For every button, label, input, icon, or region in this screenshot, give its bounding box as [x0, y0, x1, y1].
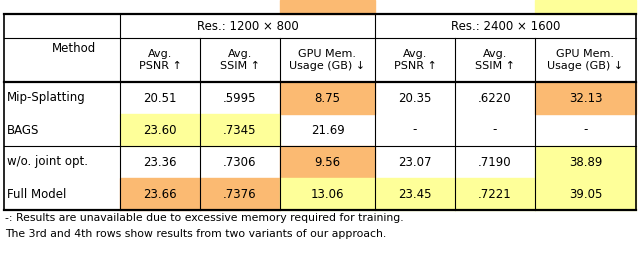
Text: .7376: .7376 [223, 188, 257, 200]
Text: w/o. joint opt.: w/o. joint opt. [7, 155, 88, 169]
Text: Mip-Splatting: Mip-Splatting [7, 91, 86, 105]
Text: Avg.
SSIM ↑: Avg. SSIM ↑ [220, 49, 260, 71]
Text: GPU Mem.
Usage (GB) ↓: GPU Mem. Usage (GB) ↓ [289, 49, 365, 71]
Bar [455, 178, 535, 210]
Bar [280, 178, 375, 210]
Text: The 3rd and 4th rows show results from two variants of our approach.: The 3rd and 4th rows show results from t… [5, 229, 387, 239]
Bar [535, 146, 636, 178]
Text: .7306: .7306 [223, 155, 257, 169]
Text: Avg.
SSIM ↑: Avg. SSIM ↑ [475, 49, 515, 71]
Text: 39.05: 39.05 [569, 188, 602, 200]
Text: 8.75: 8.75 [314, 91, 340, 105]
Bar [535, 0, 636, 14]
Bar [200, 178, 280, 210]
Bar [200, 114, 280, 146]
Text: 32.13: 32.13 [569, 91, 602, 105]
Text: 23.36: 23.36 [143, 155, 177, 169]
Text: 20.35: 20.35 [398, 91, 432, 105]
Text: Full Model: Full Model [7, 188, 67, 200]
Bar [375, 178, 455, 210]
Text: 21.69: 21.69 [310, 124, 344, 136]
Bar [280, 82, 375, 114]
Text: -: - [583, 124, 588, 136]
Text: Method: Method [52, 41, 96, 54]
Bar [535, 178, 636, 210]
Bar [535, 82, 636, 114]
Text: -: Results are unavailable due to excessive memory required for training.: -: Results are unavailable due to excess… [5, 213, 404, 223]
Text: .5995: .5995 [223, 91, 257, 105]
Bar [280, 0, 375, 14]
Text: Avg.
PSNR ↑: Avg. PSNR ↑ [139, 49, 181, 71]
Text: 23.07: 23.07 [398, 155, 432, 169]
Bar [120, 178, 200, 210]
Text: .7190: .7190 [478, 155, 512, 169]
Text: .7345: .7345 [223, 124, 257, 136]
Text: 23.45: 23.45 [398, 188, 432, 200]
Bar [280, 146, 375, 178]
Text: BAGS: BAGS [7, 124, 40, 136]
Text: .6220: .6220 [478, 91, 512, 105]
Text: Res.: 2400 × 1600: Res.: 2400 × 1600 [451, 20, 560, 32]
Text: 13.06: 13.06 [311, 188, 344, 200]
Text: Avg.
PSNR ↑: Avg. PSNR ↑ [394, 49, 436, 71]
Text: 9.56: 9.56 [314, 155, 340, 169]
Text: .7221: .7221 [478, 188, 512, 200]
Text: 23.60: 23.60 [143, 124, 177, 136]
Text: GPU Mem.
Usage (GB) ↓: GPU Mem. Usage (GB) ↓ [547, 49, 623, 71]
Text: 38.89: 38.89 [569, 155, 602, 169]
Text: 23.66: 23.66 [143, 188, 177, 200]
Text: -: - [413, 124, 417, 136]
Bar [120, 114, 200, 146]
Text: Res.: 1200 × 800: Res.: 1200 × 800 [196, 20, 298, 32]
Text: -: - [493, 124, 497, 136]
Text: 20.51: 20.51 [143, 91, 177, 105]
